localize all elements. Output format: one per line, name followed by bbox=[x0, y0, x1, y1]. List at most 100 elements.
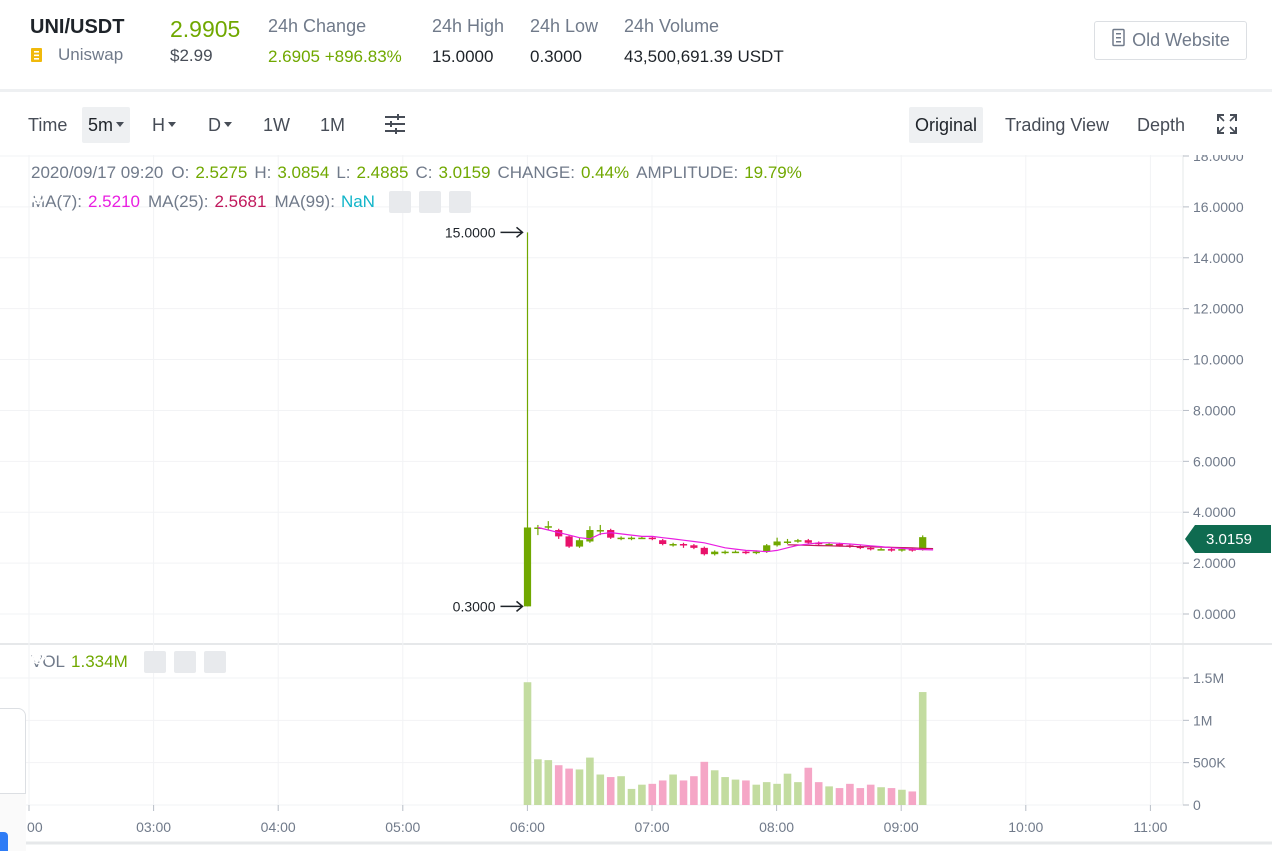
interval-d[interactable]: D bbox=[208, 107, 232, 143]
vol-value: 1.334M bbox=[71, 652, 128, 671]
candle-body bbox=[919, 537, 927, 550]
volume-bar bbox=[586, 757, 594, 805]
sliders-icon[interactable] bbox=[384, 113, 406, 137]
settings-icon[interactable] bbox=[31, 191, 441, 213]
ohlc-legend: 2020/09/17 09:20 O: 2.5275 H: 3.0854 L: 2.4… bbox=[31, 163, 809, 183]
close-icon[interactable] bbox=[31, 651, 226, 673]
candle-body bbox=[867, 547, 875, 550]
stat-value: 43,500,691.39 USDT bbox=[624, 47, 784, 66]
interval-1m[interactable]: 1M bbox=[320, 115, 346, 135]
ma99-label: MA(99): bbox=[274, 192, 335, 211]
coin-name: Uniswap bbox=[58, 45, 124, 64]
legend-amplitude-label: AMPLITUDE: bbox=[636, 163, 739, 182]
document-icon bbox=[1111, 28, 1132, 53]
stat-value: 2.6905 +896.83% bbox=[268, 47, 402, 66]
eye-icon[interactable] bbox=[31, 651, 166, 673]
volume-bar bbox=[544, 760, 553, 805]
ma25-value: 2.5681 bbox=[214, 192, 267, 211]
volume-tick-label: 1.5M bbox=[1193, 670, 1224, 686]
volume-bar bbox=[690, 776, 698, 805]
kline-chart[interactable]: 18.0000 16.0000 14.0000 12.0000 10.0000 8.000… bbox=[0, 155, 1272, 845]
stat-value: 15.0000 bbox=[432, 47, 494, 66]
side-panel-button[interactable] bbox=[0, 832, 8, 851]
interval-label: D bbox=[208, 115, 221, 135]
volume-bar bbox=[866, 784, 875, 805]
candle-body bbox=[835, 544, 844, 546]
low-marker-arrow bbox=[500, 600, 524, 612]
last-price: 2.9905 bbox=[170, 16, 241, 42]
volume-bar bbox=[887, 788, 896, 805]
view-depth[interactable]: Depth bbox=[1137, 115, 1186, 135]
volume-bar bbox=[721, 777, 729, 805]
stat-label: 24h Volume bbox=[624, 16, 720, 36]
view-original[interactable]: Original bbox=[909, 107, 984, 143]
legend-amplitude: 19.79% bbox=[744, 163, 802, 182]
stat-24h-low: 24h Low 0.3000 bbox=[530, 16, 598, 67]
time-tick-label: 04:00 bbox=[261, 819, 296, 835]
old-website-button[interactable]: Old Website bbox=[1094, 21, 1247, 60]
legend-close: 3.0159 bbox=[438, 163, 491, 182]
candle-body bbox=[638, 537, 646, 540]
candle-body bbox=[815, 542, 823, 545]
volume-bar bbox=[794, 782, 802, 805]
time-tick-label: 09:00 bbox=[884, 819, 919, 835]
legend-date: 2020/09/17 09:20 bbox=[31, 163, 164, 182]
time-tick-label: 08:00 bbox=[759, 819, 794, 835]
volume-bar bbox=[565, 768, 573, 805]
ma7-line bbox=[537, 526, 934, 553]
time-tick-label: 10:00 bbox=[1008, 819, 1043, 835]
interval-h[interactable]: H bbox=[152, 107, 176, 143]
price-tick-label: 8.0000 bbox=[1193, 402, 1236, 418]
candle-body bbox=[887, 549, 896, 551]
stat-24h-volume: 24h Volume 43,500,691.39 USDT bbox=[624, 16, 784, 67]
high-marker-arrow bbox=[500, 226, 524, 238]
candle-body bbox=[648, 537, 656, 540]
interval-label: 5m bbox=[88, 115, 114, 135]
volume-bar bbox=[534, 759, 542, 805]
volume-bar bbox=[627, 788, 636, 805]
legend-change-label: CHANGE: bbox=[497, 163, 575, 182]
fullscreen-icon[interactable] bbox=[1216, 113, 1238, 137]
last-price-usd: $2.99 bbox=[170, 46, 213, 65]
volume-bar bbox=[596, 774, 605, 805]
close-icon[interactable] bbox=[31, 191, 471, 213]
volume-bar bbox=[638, 784, 646, 805]
price-tick-label: 18.0000 bbox=[1193, 155, 1244, 164]
candle-body bbox=[690, 545, 698, 548]
candle-body bbox=[825, 544, 833, 546]
kline-canvas[interactable]: 18.0000 16.0000 14.0000 12.0000 10.0000 8.000… bbox=[0, 155, 1272, 845]
volume-bar bbox=[523, 682, 532, 805]
volume-bar bbox=[835, 788, 844, 805]
candle-body bbox=[908, 549, 916, 551]
view-trading-view[interactable]: Trading View bbox=[1005, 115, 1110, 135]
candle-body bbox=[679, 544, 688, 546]
candle-body bbox=[773, 541, 781, 546]
candle-body bbox=[669, 544, 677, 546]
interval-5m[interactable]: 5m bbox=[82, 107, 131, 143]
candle-body bbox=[575, 540, 584, 547]
candle-body bbox=[627, 537, 636, 540]
price-tick-label: 10.0000 bbox=[1193, 352, 1244, 368]
volume-bar bbox=[908, 791, 917, 805]
side-panel[interactable] bbox=[0, 708, 26, 808]
candle-body bbox=[544, 526, 552, 528]
legend-high-label: H: bbox=[254, 163, 272, 182]
settings-icon[interactable] bbox=[31, 651, 196, 673]
coin-name-row[interactable]: Uniswap bbox=[30, 45, 123, 65]
volume-bar bbox=[918, 692, 927, 805]
volume-bar bbox=[679, 780, 688, 805]
ma7-value: 2.5210 bbox=[88, 192, 140, 211]
volume-bar bbox=[617, 776, 625, 805]
stat-label: 24h Change bbox=[268, 16, 367, 36]
time-tick-label: 03:00 bbox=[136, 819, 171, 835]
volume-bar bbox=[814, 782, 823, 805]
ma25-line bbox=[787, 544, 934, 550]
candle-body bbox=[711, 551, 719, 555]
volume-bar bbox=[762, 782, 771, 805]
candle-body bbox=[752, 551, 760, 554]
time-label: Time bbox=[28, 115, 68, 135]
price-tick-label: 4.0000 bbox=[1193, 504, 1236, 520]
old-website-label: Old Website bbox=[1132, 30, 1230, 50]
interval-1w[interactable]: 1W bbox=[263, 115, 290, 135]
eye-icon[interactable] bbox=[31, 191, 411, 213]
